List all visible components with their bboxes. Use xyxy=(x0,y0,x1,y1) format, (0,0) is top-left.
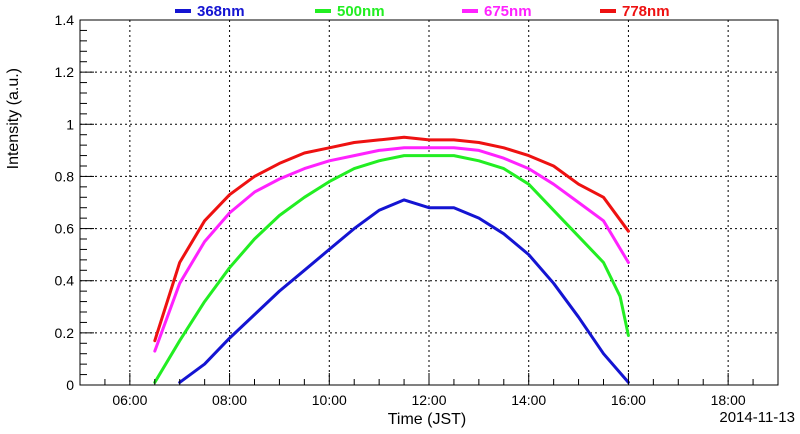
y-tick-label: 0.4 xyxy=(55,273,75,289)
axis-ticks xyxy=(80,19,754,386)
legend-label: 778nm xyxy=(622,3,670,20)
y-tick-label: 1.4 xyxy=(55,12,75,28)
x-tick-labels: 06:00 08:00 10:00 12:00 14:00 16:00 18:00 xyxy=(112,392,746,408)
legend-label: 368nm xyxy=(197,3,245,20)
y-axis-title: Intensity (a.u.) xyxy=(5,68,22,169)
y-tick-label: 1.2 xyxy=(55,64,75,80)
series-line-675nm xyxy=(153,146,630,353)
y-tick-label: 0.2 xyxy=(55,325,75,341)
gridlines xyxy=(80,20,778,385)
date-label: 2014-11-13 xyxy=(719,409,795,426)
series-lines xyxy=(153,135,630,384)
x-tick-label: 08:00 xyxy=(212,392,247,408)
series-line-778nm xyxy=(153,135,630,343)
series-line-500nm xyxy=(153,154,630,384)
y-tick-label: 1 xyxy=(66,116,74,132)
x-tick-label: 18:00 xyxy=(711,392,746,408)
x-axis-title: Time (JST) xyxy=(388,411,467,428)
legend: 368nm 500nm 675nm 778nm xyxy=(175,3,670,20)
x-tick-label: 06:00 xyxy=(112,392,147,408)
x-tick-label: 14:00 xyxy=(511,392,546,408)
y-tick-label: 0.8 xyxy=(55,168,75,184)
y-tick-label: 0.6 xyxy=(55,221,75,237)
x-tick-label: 12:00 xyxy=(411,392,446,408)
legend-label: 675nm xyxy=(484,3,532,20)
y-tick-labels: 0 0.2 0.4 0.6 0.8 1 1.2 1.4 xyxy=(55,12,75,393)
y-tick-label: 0 xyxy=(66,377,74,393)
series-line-368nm xyxy=(178,198,630,384)
x-tick-label: 10:00 xyxy=(312,392,347,408)
x-tick-label: 16:00 xyxy=(611,392,646,408)
legend-label: 500nm xyxy=(337,3,385,20)
